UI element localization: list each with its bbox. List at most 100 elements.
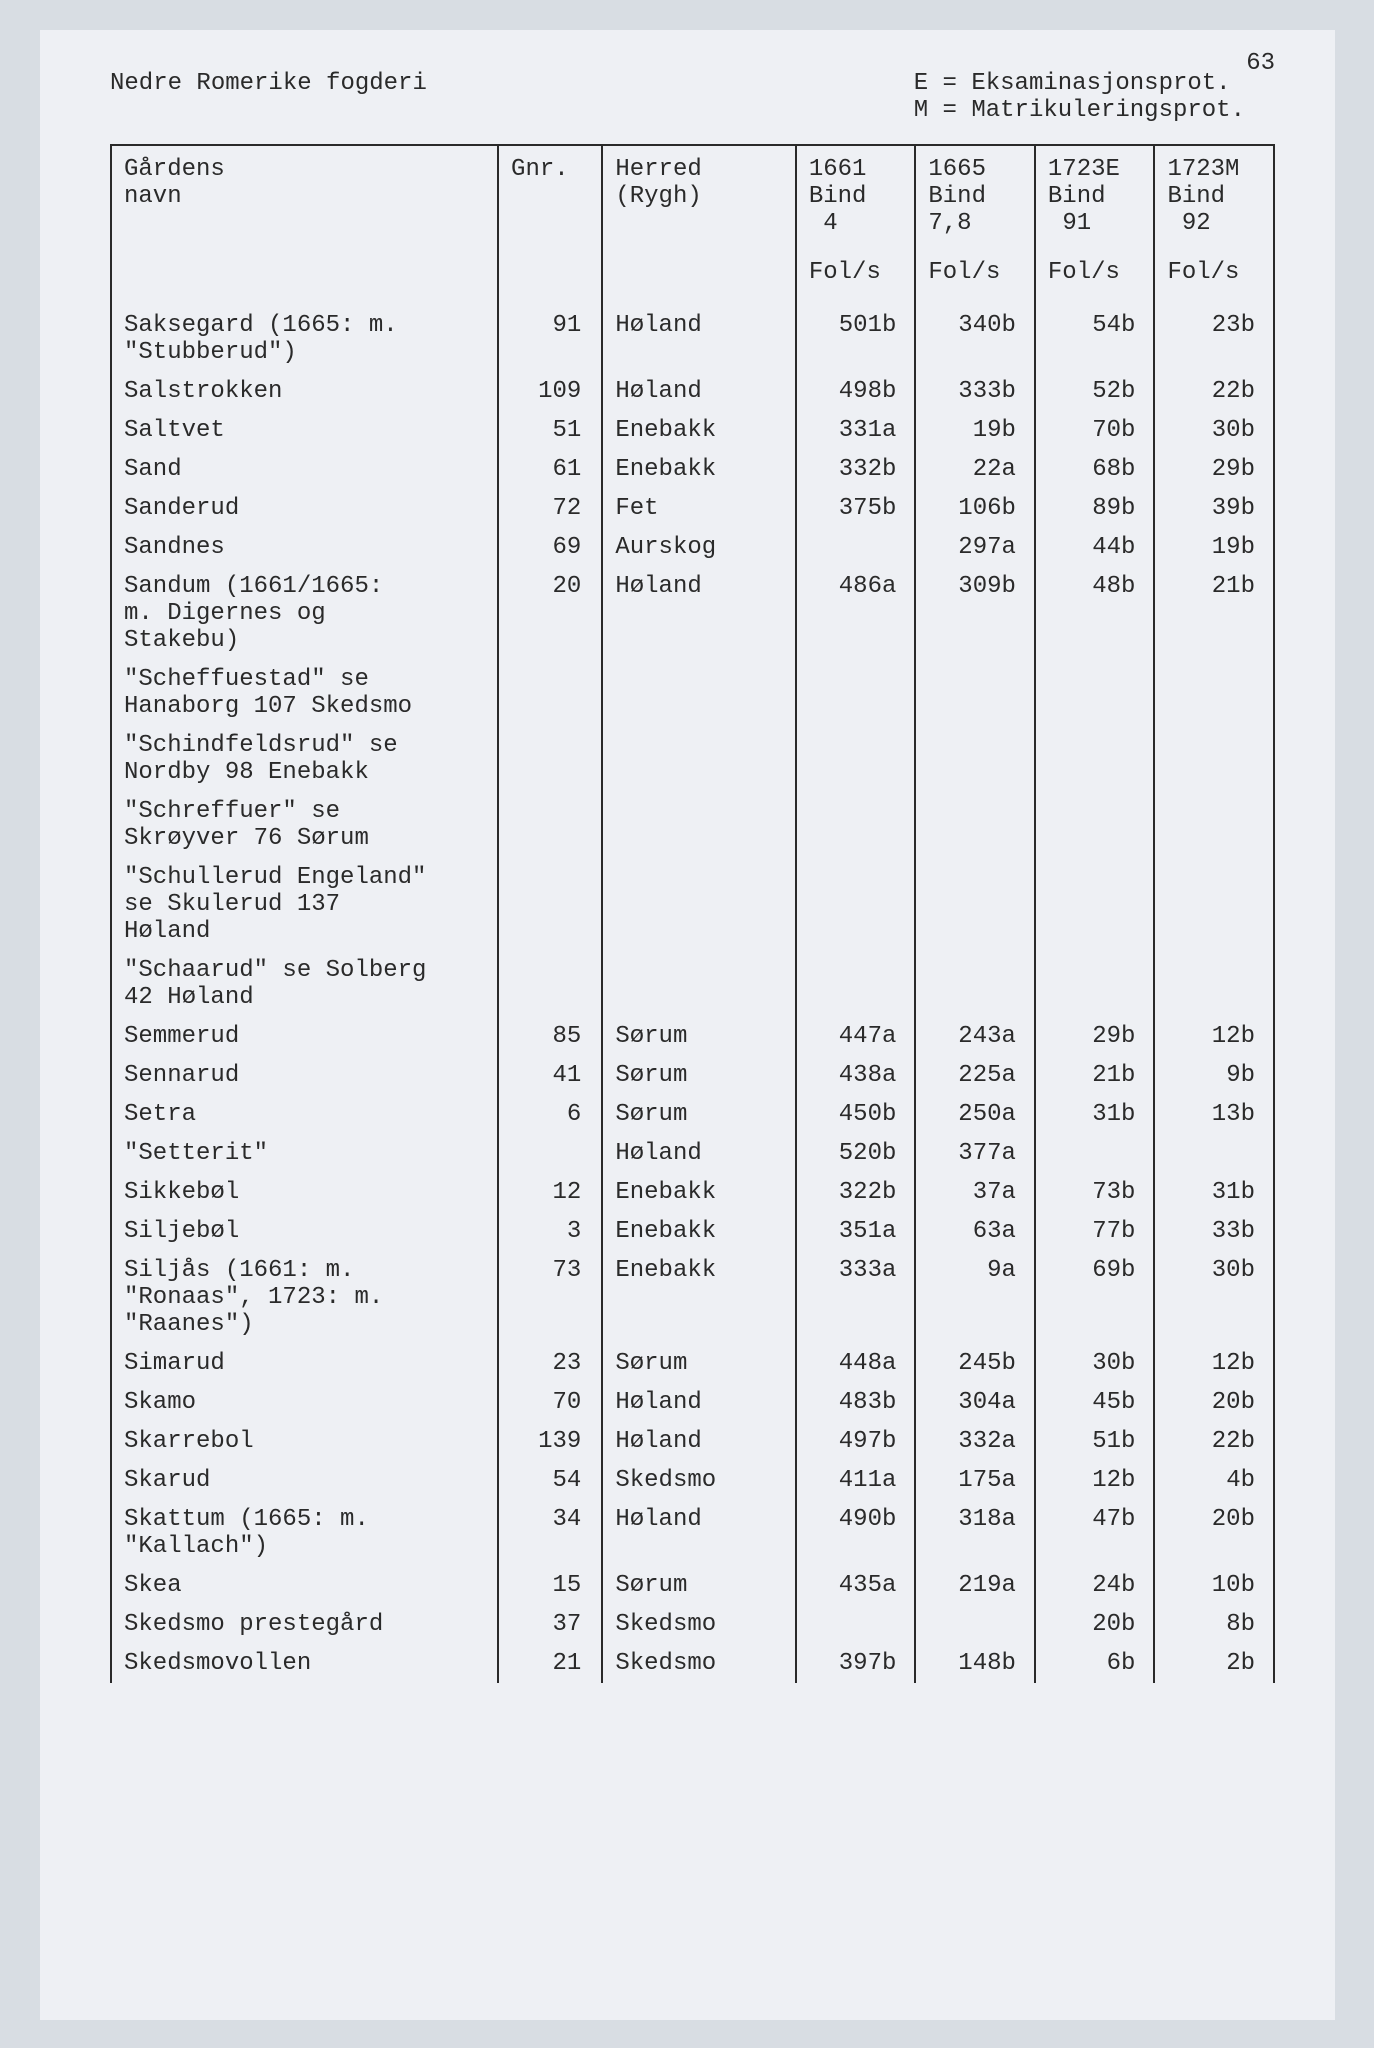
cell-name: Setra <box>111 1095 498 1134</box>
table-row: Siljås (1661: m. "Ronaas", 1723: m. "Raa… <box>111 1251 1274 1344</box>
cell-gnr <box>498 726 602 792</box>
cell-y2: 225a <box>915 1056 1035 1095</box>
cell-herred <box>602 951 796 1017</box>
cell-y2: 19b <box>915 411 1035 450</box>
col-sub-fols: Fol/s <box>1154 241 1274 298</box>
cell-gnr: 21 <box>498 1644 602 1683</box>
cell-y2: 245b <box>915 1344 1035 1383</box>
cell-y3: 45b <box>1035 1383 1155 1422</box>
col-header-herred: Herred(Rygh) <box>602 146 796 241</box>
cell-herred: Sørum <box>602 1344 796 1383</box>
cell-gnr: 51 <box>498 411 602 450</box>
cell-gnr: 6 <box>498 1095 602 1134</box>
table-row: "Setterit"Høland520b377a <box>111 1134 1274 1173</box>
cell-name: Simarud <box>111 1344 498 1383</box>
cell-name: Skamo <box>111 1383 498 1422</box>
cell-name: Skarud <box>111 1461 498 1500</box>
cell-y2: 22a <box>915 450 1035 489</box>
cell-y3: 20b <box>1035 1605 1155 1644</box>
cell-herred <box>602 858 796 951</box>
cell-y2: 219a <box>915 1566 1035 1605</box>
cell-herred: Skedsmo <box>602 1644 796 1683</box>
cell-gnr: 41 <box>498 1056 602 1095</box>
cell-y4: 20b <box>1154 1383 1274 1422</box>
table-row: Skedsmo prestegård37Skedsmo20b8b <box>111 1605 1274 1644</box>
table-row: "Schreffuer" se Skrøyver 76 Sørum <box>111 792 1274 858</box>
table-row: Saksegard (1665: m. "Stubberud")91Høland… <box>111 298 1274 372</box>
table-row: "Schaarud" se Solberg 42 Høland <box>111 951 1274 1017</box>
cell-y2: 250a <box>915 1095 1035 1134</box>
cell-y3: 73b <box>1035 1173 1155 1212</box>
col-header-name: Gårdensnavn <box>111 146 498 241</box>
cell-name: Skarrebol <box>111 1422 498 1461</box>
cell-name: "Schaarud" se Solberg 42 Høland <box>111 951 498 1017</box>
table-row: Skarrebol139Høland497b332a51b22b <box>111 1422 1274 1461</box>
cell-gnr: 61 <box>498 450 602 489</box>
cell-y2: 332a <box>915 1422 1035 1461</box>
col-header-1723m: 1723MBind 92 <box>1154 146 1274 241</box>
cell-gnr <box>498 951 602 1017</box>
cell-y4: 20b <box>1154 1500 1274 1566</box>
cell-herred: Enebakk <box>602 1212 796 1251</box>
cell-y4 <box>1154 951 1274 1017</box>
table-row: Sandnes69Aurskog297a44b19b <box>111 528 1274 567</box>
cell-y3: 52b <box>1035 372 1155 411</box>
col-sub-blank <box>602 241 796 298</box>
cell-y4: 23b <box>1154 298 1274 372</box>
table-container: Gårdensnavn Gnr. Herred(Rygh) 1661Bind 4… <box>110 144 1275 1683</box>
cell-herred: Høland <box>602 567 796 660</box>
cell-y1: 497b <box>796 1422 916 1461</box>
cell-herred: Høland <box>602 298 796 372</box>
cell-name: Sikkebøl <box>111 1173 498 1212</box>
document-page: 63 Nedre Romerike fogderi E = Eksaminasj… <box>40 30 1335 2020</box>
table-row: Sanderud72Fet375b106b89b39b <box>111 489 1274 528</box>
table-row: Semmerud85Sørum447a243a29b12b <box>111 1017 1274 1056</box>
cell-y3: 24b <box>1035 1566 1155 1605</box>
cell-herred: Aurskog <box>602 528 796 567</box>
cell-y2: 304a <box>915 1383 1035 1422</box>
table-row: Salstrokken109Høland498b333b52b22b <box>111 372 1274 411</box>
cell-name: Skedsmo prestegård <box>111 1605 498 1644</box>
cell-y1 <box>796 660 916 726</box>
cell-y4: 39b <box>1154 489 1274 528</box>
cell-y1 <box>796 951 916 1017</box>
cell-y2: 9a <box>915 1251 1035 1344</box>
header-title: Nedre Romerike fogderi <box>110 70 427 124</box>
cell-y4 <box>1154 1134 1274 1173</box>
cell-y1: 322b <box>796 1173 916 1212</box>
cell-y3 <box>1035 726 1155 792</box>
col-sub-fols: Fol/s <box>915 241 1035 298</box>
cell-y3: 48b <box>1035 567 1155 660</box>
cell-y4: 33b <box>1154 1212 1274 1251</box>
cell-gnr: 20 <box>498 567 602 660</box>
cell-y3: 68b <box>1035 450 1155 489</box>
cell-y1 <box>796 1605 916 1644</box>
table-row: Skarud54Skedsmo411a175a12b4b <box>111 1461 1274 1500</box>
cell-y1: 501b <box>796 298 916 372</box>
cell-y2: 37a <box>915 1173 1035 1212</box>
cell-gnr: 72 <box>498 489 602 528</box>
cell-name: "Scheffuestad" se Hanaborg 107 Skedsmo <box>111 660 498 726</box>
cell-y2 <box>915 858 1035 951</box>
data-table: Gårdensnavn Gnr. Herred(Rygh) 1661Bind 4… <box>110 146 1275 1683</box>
cell-y1: 483b <box>796 1383 916 1422</box>
cell-y1: 448a <box>796 1344 916 1383</box>
cell-y4 <box>1154 858 1274 951</box>
cell-herred: Sørum <box>602 1566 796 1605</box>
cell-gnr: 54 <box>498 1461 602 1500</box>
cell-y1: 351a <box>796 1212 916 1251</box>
cell-y3: 89b <box>1035 489 1155 528</box>
cell-name: "Schullerud Engeland" se Skulerud 137 Hø… <box>111 858 498 951</box>
cell-y4: 31b <box>1154 1173 1274 1212</box>
cell-y4: 8b <box>1154 1605 1274 1644</box>
table-row: Sikkebøl12Enebakk322b37a73b31b <box>111 1173 1274 1212</box>
cell-name: Sand <box>111 450 498 489</box>
cell-gnr <box>498 660 602 726</box>
cell-name: Siljås (1661: m. "Ronaas", 1723: m. "Raa… <box>111 1251 498 1344</box>
cell-y4: 12b <box>1154 1344 1274 1383</box>
cell-gnr: 85 <box>498 1017 602 1056</box>
table-row: Sand61Enebakk332b22a68b29b <box>111 450 1274 489</box>
cell-y2: 106b <box>915 489 1035 528</box>
cell-y1: 375b <box>796 489 916 528</box>
cell-y4: 19b <box>1154 528 1274 567</box>
